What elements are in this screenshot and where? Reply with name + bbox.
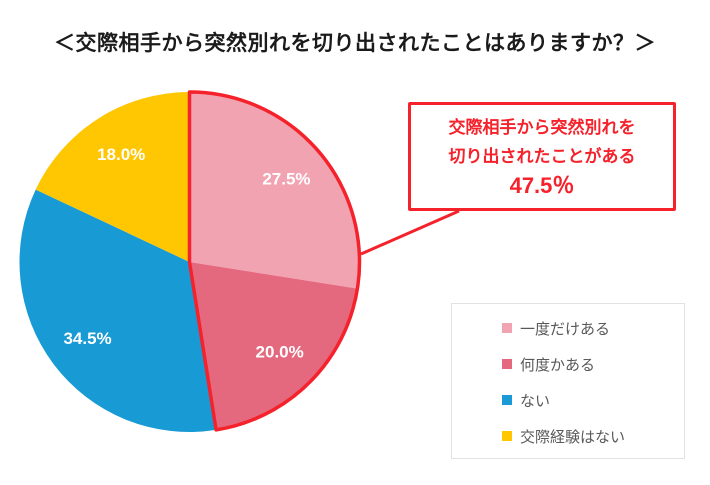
pie-slice-label-0: 27.5% bbox=[262, 170, 310, 189]
legend-item-1: 何度かある bbox=[502, 354, 676, 374]
pie-slice-label-1: 20.0% bbox=[256, 343, 304, 362]
callout-value: 47.5％ bbox=[509, 172, 575, 198]
pie-slice-label-2: 34.5% bbox=[63, 329, 111, 348]
pie-slice-1 bbox=[189, 262, 358, 430]
callout-line-1: 交際相手から突然別れを bbox=[448, 117, 636, 137]
legend-label: 一度だけある bbox=[520, 320, 611, 338]
chart-title: ＜交際相手から突然別れを切り出されたことはありますか？＞ bbox=[54, 32, 656, 55]
legend-swatch-icon bbox=[502, 395, 512, 405]
pie-slice-2 bbox=[19, 189, 217, 432]
legend-label: ない bbox=[520, 392, 551, 410]
pie-slice-3 bbox=[35, 92, 190, 262]
legend: 一度だけある 何度かあるない交際経験はない bbox=[451, 303, 685, 459]
legend-swatch-icon bbox=[502, 359, 512, 369]
pie-slice-0 bbox=[189, 92, 360, 289]
highlight-outline bbox=[187, 90, 362, 432]
legend-label: 何度かある bbox=[520, 356, 596, 374]
legend-swatch-icon bbox=[502, 323, 512, 333]
legend-swatch-icon bbox=[502, 431, 512, 441]
callout-line-2: 切り出されたことがある bbox=[448, 146, 636, 166]
callout-box: 交際相手から突然別れを 切り出されたことがある 47.5％ bbox=[408, 102, 676, 211]
legend-item-3: 交際経験はない bbox=[502, 426, 676, 446]
legend-item-2: ない bbox=[502, 390, 676, 410]
legend-item-0: 一度だけある bbox=[502, 318, 676, 338]
callout-leader-line bbox=[360, 209, 460, 256]
legend-label: 交際経験はない bbox=[520, 428, 626, 446]
pie-slice-label-3: 18.0% bbox=[97, 145, 145, 164]
